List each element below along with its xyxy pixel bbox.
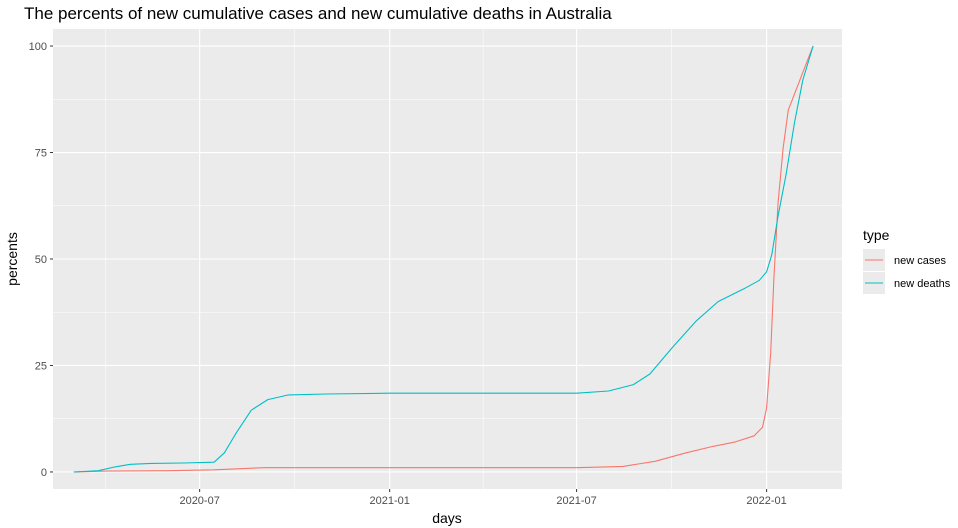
y-axis: 0 25 50 75 100 <box>29 41 53 479</box>
y-axis-title: percents <box>4 232 20 286</box>
y-tick-label: 100 <box>29 41 47 53</box>
chart-title: The percents of new cumulative cases and… <box>24 4 612 23</box>
x-tick-label: 2020-07 <box>179 495 219 507</box>
series-layer <box>73 45 814 473</box>
y-tick-label: 0 <box>41 467 47 479</box>
y-tick-label: 25 <box>35 360 47 372</box>
major-grid <box>53 29 842 489</box>
series-line-new-deaths <box>73 45 814 473</box>
y-tick-label: 50 <box>35 254 47 266</box>
legend-title: type <box>863 227 890 243</box>
legend-label-new-deaths: new deaths <box>894 278 951 290</box>
x-axis-title: days <box>432 510 462 526</box>
x-tick-label: 2021-01 <box>369 495 409 507</box>
legend: type new cases new deaths <box>863 227 951 294</box>
y-tick-label: 75 <box>35 148 47 160</box>
series-line-new-cases <box>73 45 814 473</box>
x-axis: 2020-07 2021-01 2021-07 2022-01 <box>179 489 787 507</box>
x-tick-label: 2022-01 <box>746 495 786 507</box>
legend-label-new-cases: new cases <box>894 255 946 267</box>
x-tick-label: 2021-07 <box>556 495 596 507</box>
